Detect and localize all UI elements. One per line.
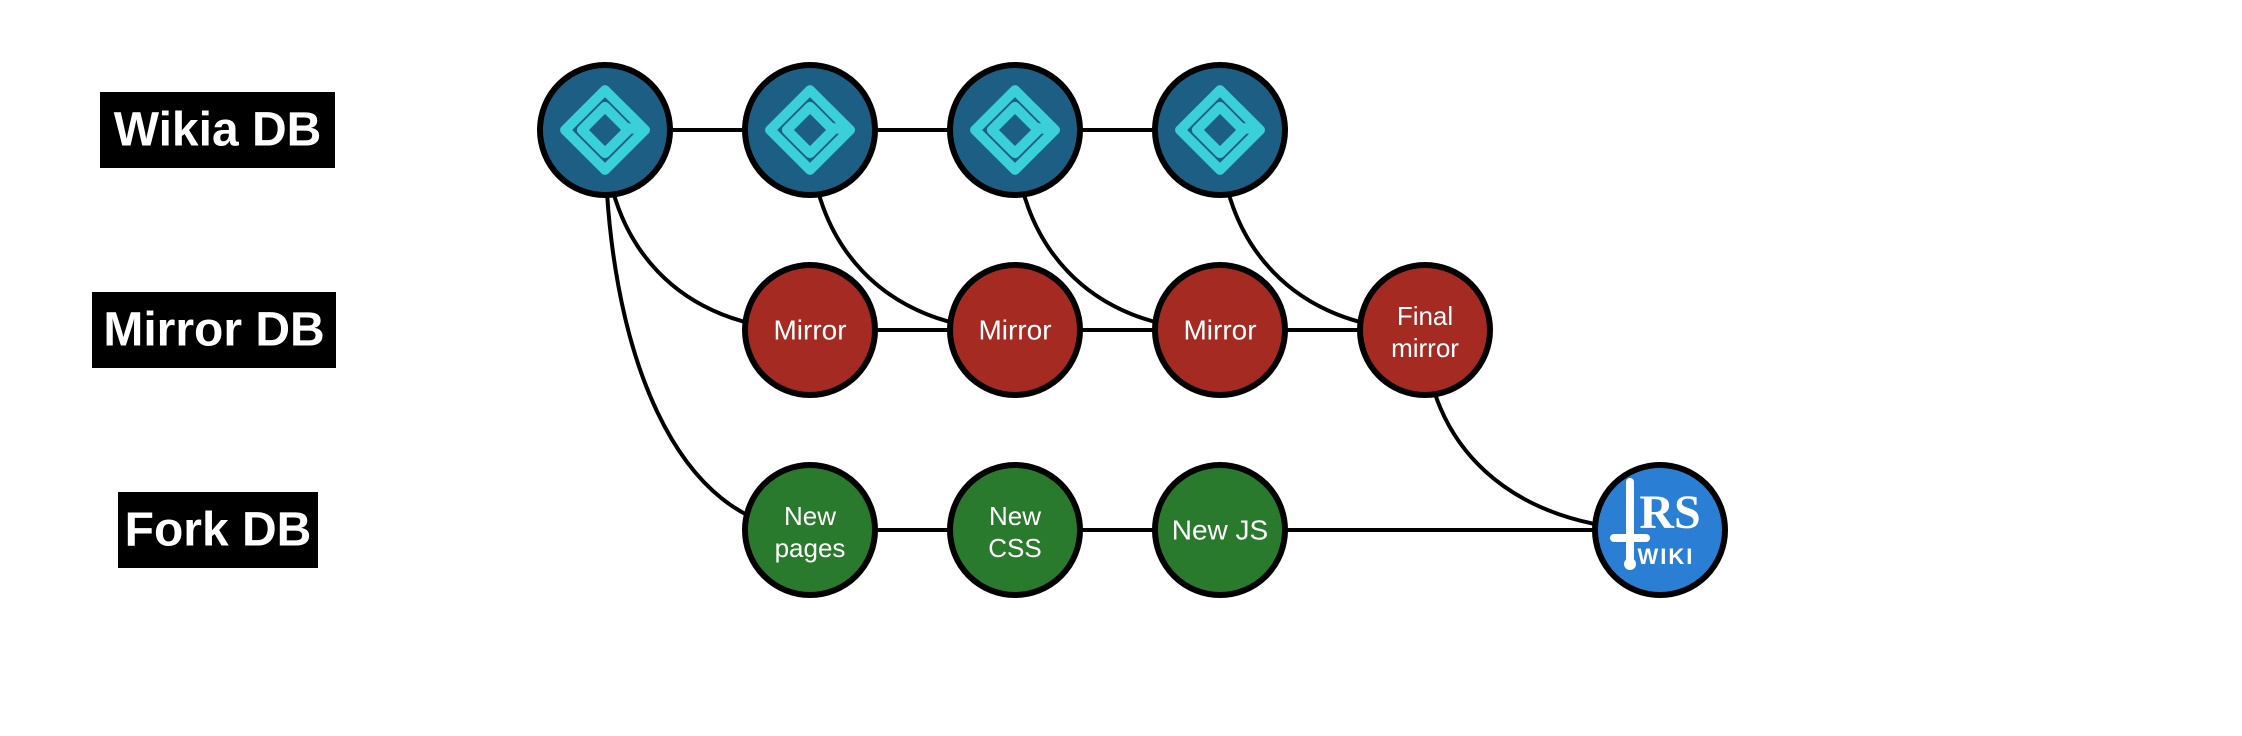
node-label-line1: New (989, 501, 1041, 531)
node-label-line1: Final (1397, 301, 1453, 331)
node-m3: Mirror (1155, 265, 1285, 395)
node-label: Mirror (978, 315, 1051, 346)
node-circle (745, 65, 875, 195)
rswiki-sword-pommel (1624, 558, 1636, 570)
node-rs: RS WIKI (1595, 465, 1725, 595)
node-m2: Mirror (950, 265, 1080, 395)
row-label-text: Mirror DB (103, 304, 324, 357)
rswiki-text-top: RS (1639, 486, 1700, 539)
node-w0 (540, 65, 670, 195)
node-label: Mirror (773, 315, 846, 346)
node-m1: Mirror (745, 265, 875, 395)
node-w3 (1155, 65, 1285, 195)
node-w2 (950, 65, 1080, 195)
node-f1: Newpages (745, 465, 875, 595)
node-label-line1: New (784, 501, 836, 531)
row-label-mirror: Mirror DB (92, 292, 336, 368)
node-label: Mirror (1183, 315, 1256, 346)
node-w1 (745, 65, 875, 195)
node-label-line2: CSS (988, 533, 1041, 563)
node-circle (540, 65, 670, 195)
node-circle (1155, 65, 1285, 195)
node-f3: New JS (1155, 465, 1285, 595)
node-f2: NewCSS (950, 465, 1080, 595)
node-label-line2: mirror (1391, 333, 1459, 363)
row-label-fork: Fork DB (118, 492, 318, 568)
row-label-wikia: Wikia DB (100, 92, 335, 168)
node-label-line2: pages (775, 533, 846, 563)
row-label-text: Fork DB (125, 504, 312, 557)
node-label: New JS (1172, 515, 1268, 546)
rswiki-text-bottom: WIKI (1638, 544, 1695, 569)
node-circle (950, 65, 1080, 195)
row-label-text: Wikia DB (114, 104, 322, 157)
node-m4: Finalmirror (1360, 265, 1490, 395)
diagram-canvas: Wikia DB Mirror DB Fork DB Mirror Mirror Mir… (0, 0, 2242, 736)
